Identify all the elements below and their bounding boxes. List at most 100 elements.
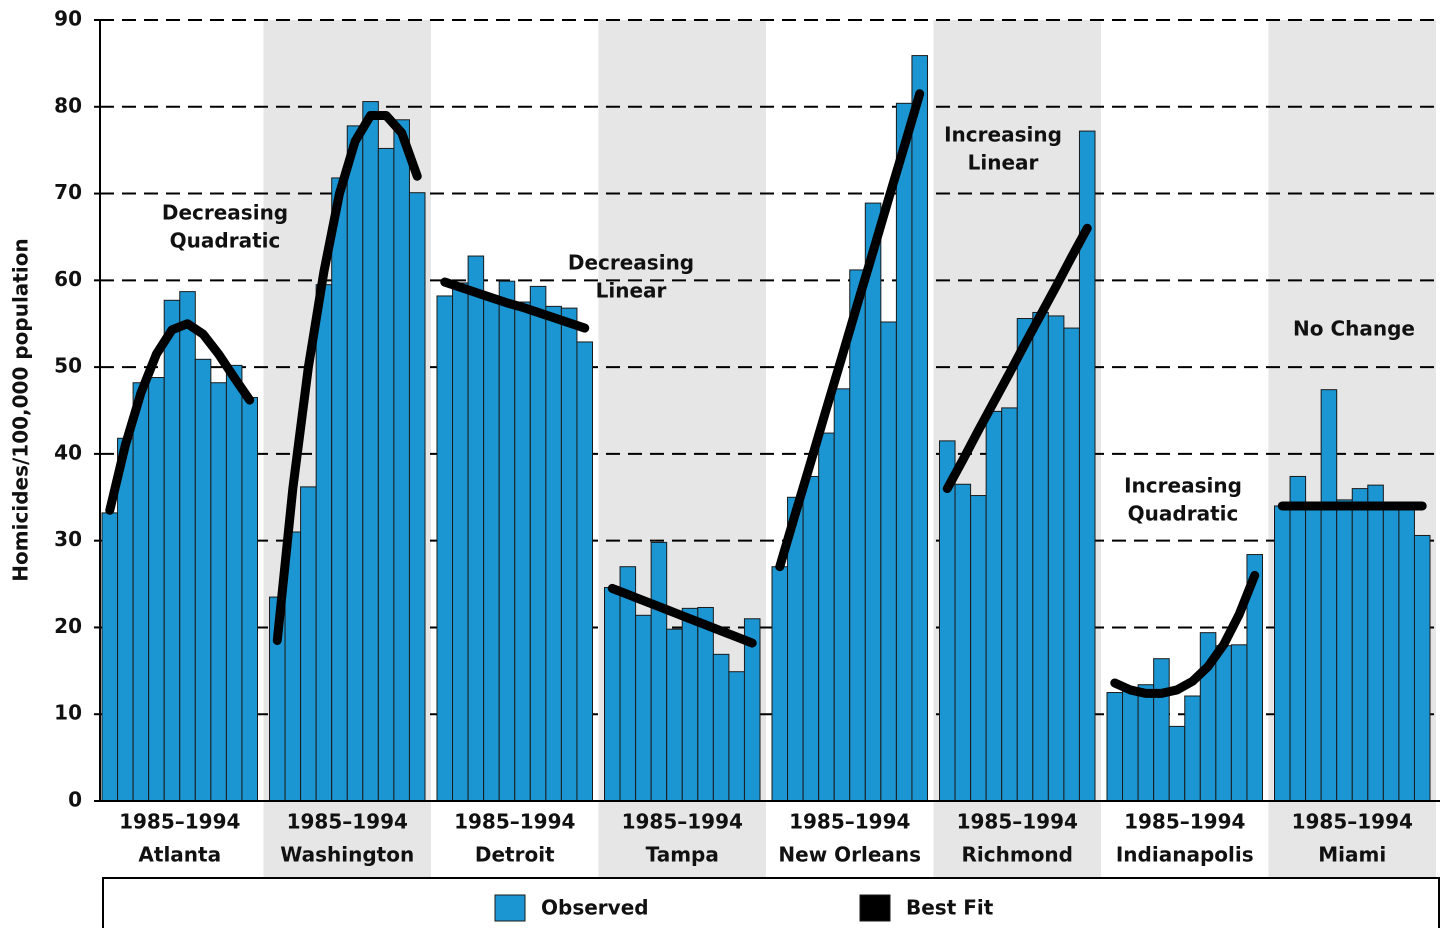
y-axis-label: Homicides/100,000 population [9,238,33,581]
bar [315,284,333,802]
bar [1016,318,1034,802]
x-tick-label: 1985–1994 [789,810,910,834]
x-tick-label: 1985–1994 [119,810,240,834]
y-tick-label: 50 [54,354,82,378]
bar [1336,499,1353,802]
bar [1001,407,1018,802]
bar [1413,534,1431,802]
legend-swatch [494,894,526,922]
x-tick-label: Richmond [962,843,1073,867]
bar [1122,687,1139,802]
bar [1168,725,1186,802]
legend-box [102,877,1440,928]
x-tick-label: 1985–1994 [454,810,575,834]
x-tick-label: Washington [280,843,414,867]
annotation: Quadratic [1128,502,1239,526]
bar [452,282,469,802]
bar [864,202,882,802]
y-tick-label: 70 [54,180,82,204]
bar [331,177,348,802]
bar [300,486,317,802]
bar [210,382,227,802]
bar [576,341,594,802]
bar [970,495,987,802]
bar [408,192,426,802]
bar [681,607,699,802]
bar [362,101,379,802]
bar [194,358,212,802]
x-tick-label: New Orleans [778,843,921,867]
bar [1032,311,1049,802]
bar [833,388,851,802]
bar [225,364,243,802]
bar [483,297,500,802]
bar [1063,327,1080,802]
bar [1230,644,1248,802]
bar [514,301,531,802]
bar [1153,658,1170,802]
bar [604,587,621,802]
fit-line [607,583,757,648]
bar [529,285,547,802]
bar [802,475,820,802]
y-tick-label: 10 [54,701,82,725]
fit-line [440,277,590,333]
bar [635,614,652,802]
bar [880,321,897,802]
bar [1382,507,1400,802]
bar [771,566,789,802]
x-tick-label: 1985–1994 [287,810,408,834]
bar [1351,488,1369,802]
bar [1274,505,1291,802]
x-tick-label: 1985–1994 [1124,810,1245,834]
legend-label: Observed [541,896,649,920]
annotation: Increasing [944,123,1062,147]
bar [148,377,165,802]
bar [985,410,1003,802]
x-tick-label: 1985–1994 [957,810,1078,834]
annotation: Quadratic [170,229,281,253]
bar [560,307,578,802]
bar [1305,505,1322,802]
fit-line [272,110,422,645]
x-tick-label: 1985–1994 [1292,810,1413,834]
annotation: Decreasing [162,201,288,225]
fit-line [942,223,1092,494]
y-tick-label: 0 [68,788,82,812]
bar [1047,315,1065,802]
bar [377,147,395,802]
y-tick-label: 20 [54,614,82,638]
bar [498,280,516,802]
y-tick-label: 80 [54,93,82,117]
x-tick-label: Miami [1318,843,1386,867]
x-tick-label: Tampa [646,843,719,867]
bar [1367,484,1384,802]
bar [728,671,745,802]
bar [666,628,683,802]
bar [346,125,364,802]
x-tick-label: Indianapolis [1116,843,1254,867]
annotation: Increasing [1124,474,1242,498]
annotation: Decreasing [568,251,694,275]
bar [939,440,956,802]
bar [895,102,913,802]
bar [619,566,637,802]
bar [1106,692,1124,802]
y-tick-label: 30 [54,527,82,551]
x-tick-label: Detroit [475,843,555,867]
bar [849,269,866,802]
legend-swatch [859,894,891,922]
bar [712,653,730,802]
bar [911,55,929,802]
bar [650,541,668,802]
bar [1289,475,1307,802]
bar [132,382,150,802]
x-tick-label: Atlanta [138,843,221,867]
bar [393,119,410,802]
y-tick-label: 60 [54,267,82,291]
bar [1215,645,1232,802]
bar [545,305,562,802]
bar [241,396,258,802]
bar [101,512,119,802]
